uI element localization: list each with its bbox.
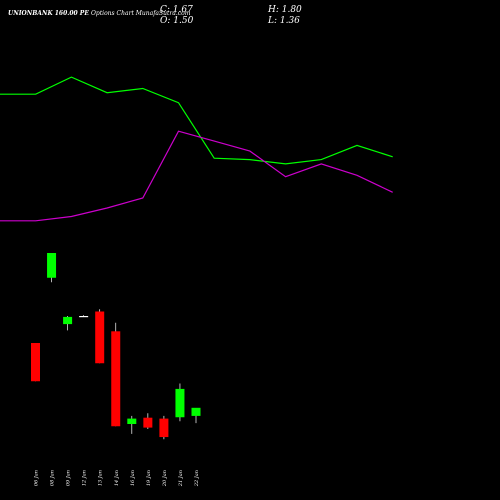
open-value: O: 1.50 xyxy=(160,16,194,26)
candle-body xyxy=(31,343,40,382)
candlesticks xyxy=(31,253,201,440)
candle-08-jan xyxy=(47,253,57,283)
subtitle-label: Options Chart MunafaSutra.com xyxy=(90,10,191,17)
x-tick-label: 12 Jan xyxy=(82,470,88,486)
high-value: H: 1.80 xyxy=(268,5,302,15)
candle-body xyxy=(191,407,201,416)
candle-21-jan xyxy=(175,383,185,422)
candle-body xyxy=(111,331,121,427)
indicator-line-green xyxy=(0,76,393,165)
x-tick-label: 21 Jan xyxy=(178,470,184,487)
candle-body xyxy=(47,253,57,278)
x-tick-label: 20 Jan xyxy=(162,470,168,487)
candle-body xyxy=(159,418,169,438)
candle-body xyxy=(95,311,105,364)
candle-20-jan xyxy=(159,415,169,440)
candle-16-jan xyxy=(127,415,137,434)
x-tick-label: 06 Jan xyxy=(34,470,40,486)
x-tick-label: 16 Jan xyxy=(130,470,136,486)
candle-body xyxy=(63,316,73,325)
candle-body xyxy=(127,418,137,424)
candle-14-jan xyxy=(111,322,121,427)
candle-13-jan xyxy=(95,309,105,364)
candle-body xyxy=(143,417,153,428)
candle-19-jan xyxy=(143,413,153,429)
indicator-lines xyxy=(0,76,393,222)
candle-22-jan xyxy=(191,407,201,424)
x-tick-label: 09 Jan xyxy=(66,470,72,486)
chart-title: UNIONBANK 160.00 PE Options Chart Munafa… xyxy=(8,10,190,17)
x-tick-label: 14 Jan xyxy=(114,470,120,486)
x-axis: 06 Jan 08 Jan 09 Jan 12 Jan 13 Jan 14 Jan 16 J… xyxy=(34,470,201,487)
close-value: C: 1.67 xyxy=(160,5,193,15)
x-tick-label: 13 Jan xyxy=(98,470,104,486)
candle-body xyxy=(175,388,185,418)
x-tick-label: 19 Jan xyxy=(146,470,152,486)
symbol-label: UNIONBANK 160.00 PE xyxy=(8,10,89,17)
candle-06-jan xyxy=(31,343,40,382)
x-tick-label: 22 Jan xyxy=(194,470,200,487)
candle-body xyxy=(79,316,89,318)
indicator-line-magenta xyxy=(0,130,393,222)
candle-09-jan xyxy=(63,316,73,331)
x-tick-label: 08 Jan xyxy=(50,470,56,486)
candle-12-jan xyxy=(79,315,89,318)
low-value: L: 1.36 xyxy=(268,16,300,26)
